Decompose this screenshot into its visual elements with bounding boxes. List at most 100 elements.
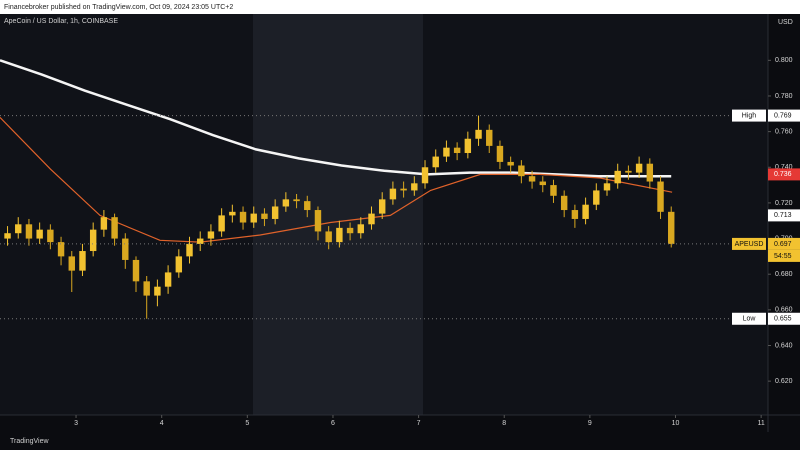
candle-body <box>518 165 525 177</box>
price-value: 0.736 <box>774 171 792 178</box>
candle-body <box>15 224 22 234</box>
candle-body <box>453 147 461 154</box>
y-tick-label: 0.620 <box>775 378 793 385</box>
candle-body <box>229 211 236 216</box>
candle-body <box>154 286 161 296</box>
candle-body <box>635 163 643 173</box>
price-box <box>768 209 800 222</box>
candle-body <box>336 227 343 243</box>
footer-brand: TradingView <box>10 438 49 445</box>
x-tick-label: 6 <box>331 420 335 427</box>
candle-body <box>528 176 536 182</box>
candle-body <box>100 217 108 230</box>
candle-body <box>79 251 86 271</box>
candle-body <box>47 229 54 243</box>
candle-body <box>132 259 140 282</box>
symbol-label: ApeCoin / US Dollar, 1h, COINBASE <box>4 18 118 25</box>
candle-body <box>197 238 204 244</box>
candle-body <box>207 231 215 239</box>
candle-body <box>593 190 600 205</box>
candle-body <box>314 210 322 232</box>
y-tick-label: 0.780 <box>775 93 793 100</box>
price-tag-label: Low <box>743 316 757 323</box>
y-tick-label: 0.680 <box>775 271 793 278</box>
candle-body <box>111 217 118 239</box>
candle-body <box>68 256 75 271</box>
currency-label: USD <box>778 19 793 26</box>
candle-body <box>625 170 632 173</box>
candle-body <box>25 224 33 239</box>
price-box <box>768 109 800 122</box>
candle-body <box>582 204 589 219</box>
highlight-band <box>253 14 423 415</box>
candle-body <box>486 129 493 146</box>
x-tick-label: 9 <box>588 420 592 427</box>
price-value: 0.697 <box>774 241 792 248</box>
candle-body <box>400 188 407 191</box>
candle-body <box>122 238 129 260</box>
countdown: 54:55 <box>774 253 792 260</box>
candle-body <box>250 213 257 223</box>
candle-body <box>4 233 11 239</box>
price-value: 0.655 <box>774 316 792 323</box>
candle-body <box>346 227 354 234</box>
candle-body <box>657 181 664 212</box>
candle-body <box>304 201 311 211</box>
x-tick-label: 11 <box>758 420 765 427</box>
candle-body <box>143 281 150 296</box>
candle-body <box>293 199 300 202</box>
candle-body <box>218 215 225 232</box>
price-box <box>768 237 800 250</box>
candle-body <box>282 199 290 207</box>
price-box <box>768 168 800 181</box>
candle-body <box>507 161 514 166</box>
candle-body <box>496 145 504 162</box>
y-tick-label: 0.800 <box>775 57 793 64</box>
candle-body <box>475 129 482 139</box>
y-tick-label: 0.660 <box>775 307 793 314</box>
candle-body <box>57 242 65 257</box>
candle-body <box>560 195 568 211</box>
x-tick-label: 5 <box>245 420 249 427</box>
price-tag <box>732 237 766 250</box>
candle-body <box>239 211 247 223</box>
price-tag-label: APEUSD <box>735 241 764 248</box>
candle-body <box>389 188 397 200</box>
candle-body <box>614 170 621 184</box>
moving-average <box>0 59 672 178</box>
candle-body <box>443 147 450 157</box>
candle-body <box>411 183 418 191</box>
candle-body <box>571 210 579 219</box>
moving-average <box>0 116 673 243</box>
candle-body <box>325 231 332 243</box>
price-tag <box>732 312 766 325</box>
candle-body <box>668 211 675 244</box>
price-value: 0.769 <box>774 112 792 119</box>
candle-body <box>539 181 546 186</box>
x-tick-label: 10 <box>672 420 680 427</box>
price-tag <box>732 109 766 122</box>
y-tick-label: 0.720 <box>775 200 793 207</box>
y-tick-label: 0.740 <box>775 164 793 171</box>
candle-body <box>432 156 439 168</box>
candle-body <box>261 213 268 219</box>
candle-body <box>603 183 611 191</box>
header-text: Financebroker published on TradingView.c… <box>4 4 233 11</box>
candle-body <box>175 256 183 273</box>
countdown-box <box>768 249 800 262</box>
price-value: 0.713 <box>774 212 792 219</box>
price-tag-label: High <box>742 112 757 119</box>
candle-body <box>378 199 386 214</box>
x-tick-label: 4 <box>160 420 164 427</box>
x-tick-label: 3 <box>74 420 78 427</box>
header-bar <box>0 0 800 14</box>
candle-body <box>550 185 557 196</box>
candle-body <box>271 206 279 219</box>
x-tick-label: 7 <box>417 420 421 427</box>
candle-body <box>186 243 193 257</box>
price-box <box>768 312 800 325</box>
candle-body <box>646 163 654 182</box>
candle-body <box>464 138 472 154</box>
